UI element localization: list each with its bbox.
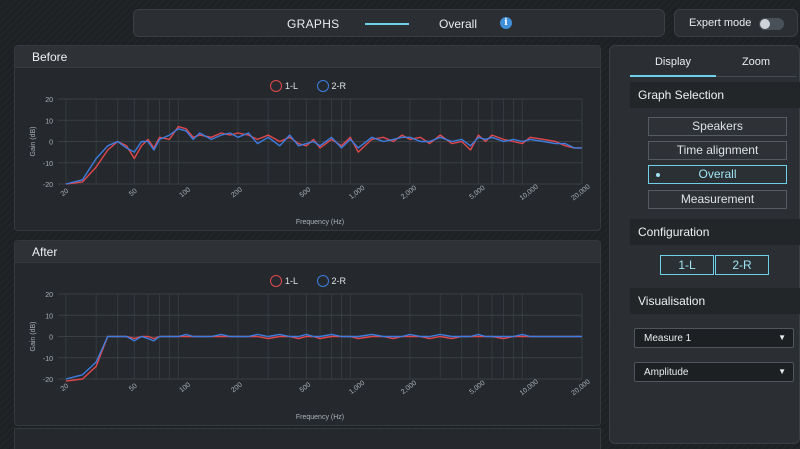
graph-option-speakers[interactable]: Speakers xyxy=(648,117,787,136)
mode-select[interactable]: Amplitude ▼ xyxy=(634,362,794,382)
bottom-panel xyxy=(14,428,601,449)
x-tick-label: 50 xyxy=(128,188,139,198)
legend-marker-2r xyxy=(316,275,329,287)
expert-mode-label: Expert mode xyxy=(689,17,752,29)
legend-label-1l: 1-L xyxy=(285,276,299,286)
y-tick-label: 10 xyxy=(45,118,53,125)
y-tick-label: -20 xyxy=(43,377,53,384)
x-tick-label: 5,000 xyxy=(468,380,486,396)
series-line-2-r xyxy=(65,333,582,380)
x-tick-label: 100 xyxy=(178,381,192,394)
selected-dot-icon xyxy=(656,173,660,177)
graph-option-overall-label: Overall xyxy=(698,167,737,181)
y-tick-label: -10 xyxy=(43,356,53,363)
measure-select-value: Measure 1 xyxy=(644,333,692,344)
header-bar: GRAPHS Overall i xyxy=(133,9,665,37)
info-icon[interactable]: i xyxy=(500,17,512,29)
y-tick-label: 10 xyxy=(45,313,53,320)
x-tick-label: 10,000 xyxy=(519,378,540,397)
graph-selection-heading: Graph Selection xyxy=(630,82,800,108)
y-tick-label: 20 xyxy=(45,292,53,299)
caret-down-icon: ▼ xyxy=(778,367,786,376)
graph-option-time-alignment[interactable]: Time alignment xyxy=(648,141,787,160)
after-legend: 1-L 2-R xyxy=(270,275,362,287)
legend-marker-1l xyxy=(270,275,282,287)
x-axis-label: Frequency (Hz) xyxy=(296,219,344,226)
x-tick-label: 1,000 xyxy=(348,185,366,201)
graph-option-measurement[interactable]: Measurement xyxy=(648,190,787,209)
x-tick-label: 2,000 xyxy=(400,380,418,396)
tab-zoom[interactable]: Zoom xyxy=(716,51,796,77)
legend-marker-1l xyxy=(270,80,282,92)
before-chart-panel: Before 1-L 2-R 20 10 0 -10 -20 20 50 100 200 500 1… xyxy=(14,45,601,231)
x-axis-label: Frequency (Hz) xyxy=(296,414,344,421)
page-title: GRAPHS xyxy=(287,17,340,31)
x-tick-label: 20,000 xyxy=(570,183,591,202)
graph-type-label: Overall xyxy=(439,17,478,31)
x-tick-label: 200 xyxy=(230,186,244,199)
x-tick-label: 50 xyxy=(128,383,139,393)
series-line-2-r xyxy=(65,128,582,185)
before-legend: 1-L 2-R xyxy=(270,80,362,92)
visualisation-heading: Visualisation xyxy=(630,288,800,314)
x-tick-label: 20,000 xyxy=(570,378,591,397)
x-tick-label: 1,000 xyxy=(348,380,366,396)
legend-label-2r: 2-R xyxy=(331,81,347,91)
y-tick-label: 0 xyxy=(49,335,53,342)
settings-sidebar: Display Zoom Graph Selection Speakers Ti… xyxy=(609,45,800,444)
y-tick-label: 20 xyxy=(45,97,53,104)
x-tick-label: 500 xyxy=(299,186,313,199)
y-axis-label: Gain (dB) xyxy=(30,322,37,352)
tab-display[interactable]: Display xyxy=(630,51,716,77)
x-tick-label: 100 xyxy=(178,186,192,199)
series-line-1-l xyxy=(65,335,582,382)
legend-label-1l: 1-L xyxy=(285,81,299,91)
config-2r-button[interactable]: 2-R xyxy=(715,255,769,275)
x-tick-label: 200 xyxy=(230,381,244,394)
expert-mode-toggle[interactable] xyxy=(759,18,784,30)
config-1l-button[interactable]: 1-L xyxy=(660,255,714,275)
mode-select-value: Amplitude xyxy=(644,367,689,378)
x-tick-label: 5,000 xyxy=(468,185,486,201)
before-chart-title: Before xyxy=(15,46,600,68)
graph-option-overall[interactable]: Overall xyxy=(648,165,787,184)
x-tick-label: 20 xyxy=(60,383,71,393)
y-tick-label: 0 xyxy=(49,140,53,147)
after-chart-panel: After 1-L 2-R 20 10 0 -10 -20 20 50 100 200 500 1,… xyxy=(14,240,601,426)
title-separator xyxy=(365,23,409,25)
x-tick-label: 20 xyxy=(60,188,71,198)
x-tick-label: 500 xyxy=(299,381,313,394)
x-tick-label: 2,000 xyxy=(400,185,418,201)
toggle-knob xyxy=(760,19,770,29)
legend-marker-2r xyxy=(316,80,329,92)
after-chart-title: After xyxy=(15,241,600,263)
x-tick-label: 10,000 xyxy=(519,183,540,202)
series-line-1-l xyxy=(65,125,582,185)
caret-down-icon: ▼ xyxy=(778,333,786,342)
measure-select[interactable]: Measure 1 ▼ xyxy=(634,328,794,348)
y-tick-label: -20 xyxy=(43,182,53,189)
y-tick-label: -10 xyxy=(43,161,53,168)
legend-label-2r: 2-R xyxy=(331,276,347,286)
expert-mode-box: Expert mode xyxy=(674,9,798,37)
configuration-heading: Configuration xyxy=(630,219,800,245)
y-axis-label: Gain (dB) xyxy=(30,127,37,157)
